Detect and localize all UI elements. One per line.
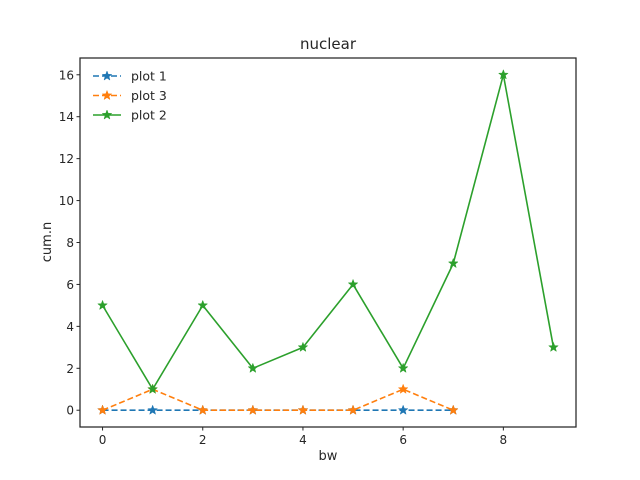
y-tick-label: 14 — [59, 110, 74, 124]
data-point-star — [197, 404, 209, 415]
y-axis-label: cum.n — [40, 222, 55, 262]
data-point-star — [447, 257, 459, 269]
y-tick-label: 12 — [59, 152, 74, 166]
series-line — [102, 388, 454, 412]
axis-ticks: 0 2 4 6 8 0 2 4 6 8 10 12 14 16 — [59, 68, 507, 447]
legend-label: plot 2 — [131, 108, 167, 123]
series-layer — [97, 69, 559, 415]
data-point-star — [247, 404, 259, 415]
data-point-star — [147, 383, 159, 394]
data-point-star — [97, 404, 108, 415]
data-point-star — [397, 362, 409, 373]
y-tick-label: 2 — [66, 362, 74, 376]
data-point-star — [247, 362, 259, 373]
y-tick-label: 4 — [66, 320, 74, 334]
series-plot-2 — [97, 69, 559, 394]
x-tick-label: 2 — [199, 433, 207, 447]
data-point-star — [97, 299, 108, 311]
y-tick-label: 10 — [59, 194, 74, 208]
data-point-star — [197, 299, 209, 311]
legend-marker — [101, 70, 113, 81]
data-point-star — [397, 383, 409, 394]
x-tick-label: 0 — [99, 433, 107, 447]
data-point-star — [297, 404, 309, 415]
x-tick-label: 4 — [299, 433, 307, 447]
x-tick-label: 8 — [500, 433, 508, 447]
y-tick-label: 16 — [59, 68, 74, 82]
data-point-star — [347, 404, 359, 415]
legend: plot 1 plot 3 plot 2 — [93, 69, 167, 123]
x-tick-label: 6 — [399, 433, 407, 447]
legend-label: plot 3 — [131, 88, 167, 103]
legend-marker — [101, 109, 113, 120]
data-point-star — [497, 69, 509, 80]
plot-frame — [79, 57, 577, 428]
chart-title: nuclear — [300, 35, 357, 53]
y-tick-label: 6 — [66, 278, 74, 292]
data-point-star — [447, 404, 459, 415]
series-line — [101, 73, 555, 391]
data-point-star — [548, 341, 559, 352]
legend-label: plot 1 — [131, 69, 167, 84]
legend-marker — [101, 89, 113, 101]
data-point-star — [297, 341, 309, 352]
x-axis-label: bw — [319, 449, 338, 464]
data-point-star — [347, 278, 359, 290]
y-tick-label: 8 — [66, 236, 74, 250]
data-point-star — [397, 404, 409, 415]
data-point-star — [147, 404, 159, 415]
y-tick-label: 0 — [66, 404, 74, 418]
